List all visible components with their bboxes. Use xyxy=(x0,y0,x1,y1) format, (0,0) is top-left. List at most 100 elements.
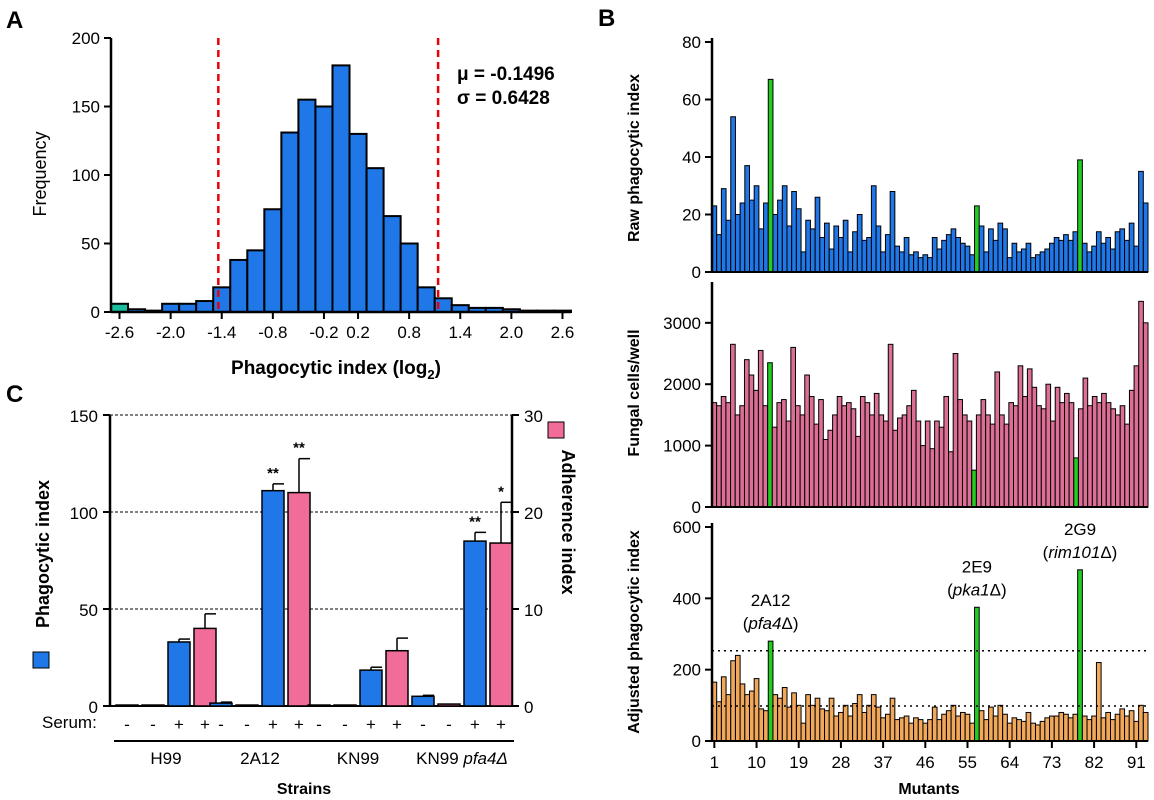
mutant-bar xyxy=(734,654,741,742)
mutant-bar xyxy=(983,719,990,742)
mutant-bar xyxy=(772,214,779,273)
mutant-bar xyxy=(936,248,943,273)
mutant-bar xyxy=(1091,715,1097,742)
mutant-bar xyxy=(730,343,736,508)
mutant-bar xyxy=(1025,242,1032,273)
histogram-bar xyxy=(263,208,283,313)
panel-letter-c: C xyxy=(6,381,23,408)
mutant-bar xyxy=(945,234,952,273)
serum-sign: + xyxy=(470,715,480,734)
adherence-bar xyxy=(287,491,311,707)
histogram-bar xyxy=(195,300,215,314)
highlighted-mutant-bar xyxy=(1077,569,1083,742)
mutant-bar xyxy=(929,448,936,508)
mutant-bar xyxy=(1115,414,1121,508)
mutant-bar xyxy=(1114,231,1121,273)
mutant-bar xyxy=(892,429,899,508)
mutant-bar xyxy=(852,703,858,742)
adherence-bar xyxy=(235,704,259,707)
histogram-x-tick-label: -0.8 xyxy=(258,323,287,342)
mutant-bar xyxy=(903,237,910,273)
mutant-bar xyxy=(753,185,760,273)
mutant-bar xyxy=(997,222,1004,273)
mutant-bar xyxy=(959,242,966,273)
adherence-bar xyxy=(489,542,513,707)
serum-sign: + xyxy=(294,715,304,734)
mutant-bar xyxy=(758,228,765,273)
mutant-bar xyxy=(785,420,792,508)
left-y-tick-label: 50 xyxy=(79,601,98,620)
mutant-bar xyxy=(800,251,807,273)
histogram-bar xyxy=(331,64,351,314)
annotation-delta: Δ xyxy=(781,614,792,633)
strain-label-main: 2A12 xyxy=(240,749,280,768)
right-y-tick-label: 10 xyxy=(524,601,543,620)
mutant-bar xyxy=(1040,408,1047,508)
histogram-sigma-label: σ = 0.6428 xyxy=(457,88,550,109)
mutant-bar xyxy=(772,694,779,742)
significance-mark: * xyxy=(498,483,504,500)
mutant-bar xyxy=(899,251,905,273)
mutant-bar xyxy=(1011,242,1018,273)
mutant-bar xyxy=(915,420,922,508)
mutant-bar xyxy=(950,704,957,742)
serum-sign: + xyxy=(392,715,402,734)
highlighted-mutant-bar xyxy=(1073,457,1079,508)
annotation-paren-open: ( xyxy=(1043,543,1049,562)
phagocytic-bar xyxy=(463,540,487,707)
phagocytic-bar xyxy=(209,702,233,707)
mutant-bar xyxy=(1025,711,1032,742)
mutant-bar xyxy=(1091,245,1097,273)
annotation-delta: Δ xyxy=(1100,543,1111,562)
mutant-bar xyxy=(1105,237,1111,273)
mutant-bar xyxy=(917,719,924,742)
histogram-y-tick-label: 100 xyxy=(72,166,100,185)
histogram-ticks: 0 50 100 150 200 -2.6 -2.0 -1.4 -0.8 -0.2 0.2 0.8 1.… xyxy=(72,29,575,342)
histogram-bar xyxy=(382,215,402,314)
mutant-bar xyxy=(897,417,903,508)
mutant-bar xyxy=(720,676,727,742)
right-y-tick-label: 0 xyxy=(524,698,533,717)
annotation-delta: Δ xyxy=(990,580,1001,599)
mutant-y-tick-label: 3000 xyxy=(663,314,701,333)
mutant-bar xyxy=(869,414,875,508)
mutant-bar xyxy=(870,185,877,273)
highlighted-mutant-bar xyxy=(971,469,977,508)
mutant-bar xyxy=(1100,717,1107,742)
mutant-bar xyxy=(725,219,732,273)
mutant-bar xyxy=(1067,239,1074,273)
mutant-bar xyxy=(1124,715,1130,742)
annotation-paren-open: ( xyxy=(947,580,953,599)
mutant-bar xyxy=(1053,715,1060,742)
mutant-x-tick-label: 46 xyxy=(916,753,935,772)
histogram-bar xyxy=(246,249,266,314)
mutant-bar xyxy=(1101,392,1107,508)
serum-sign: - xyxy=(420,715,426,734)
mutant-bar xyxy=(927,719,933,742)
annotation-gene-name: pka1 xyxy=(952,580,990,599)
serum-sign: - xyxy=(446,715,452,734)
mutant-bar xyxy=(1068,402,1075,508)
mutant-bar xyxy=(1096,402,1103,508)
mutant-bar xyxy=(794,405,801,508)
mutant-bar xyxy=(1049,242,1055,273)
mutant-bar xyxy=(1128,389,1135,508)
mutant-bar xyxy=(1006,257,1013,273)
mutant-bar xyxy=(757,349,764,508)
mutant-bar xyxy=(842,704,849,742)
mutant-bar xyxy=(814,697,821,742)
strain-label-tail: pfa4Δ xyxy=(462,749,508,768)
mutant-bar xyxy=(1034,254,1041,273)
mutant-bar xyxy=(786,225,793,273)
mutant-bar xyxy=(1002,228,1008,273)
serum-sign: - xyxy=(316,715,322,734)
highlighted-mutant-bar xyxy=(767,640,774,742)
mutant-bar xyxy=(999,414,1005,508)
adherence-bar xyxy=(385,649,409,707)
mutant-bar xyxy=(781,185,788,273)
strain-label-main: KN99 xyxy=(416,749,463,768)
mutant-bar xyxy=(819,237,826,273)
mutant-bar xyxy=(1034,724,1041,742)
raw-phagocytic-chart: 0 20 40 60 80 xyxy=(682,33,1149,282)
